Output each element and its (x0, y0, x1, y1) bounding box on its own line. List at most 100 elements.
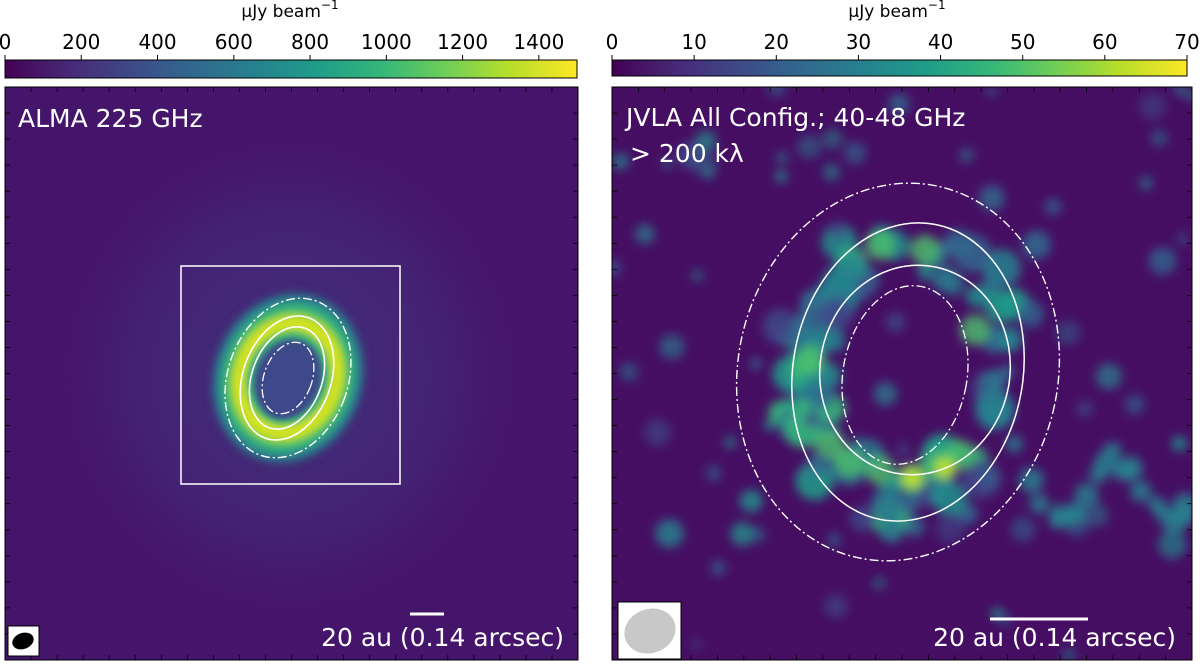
emission-blob (849, 436, 865, 452)
emission-blob (750, 527, 766, 543)
emission-blob (797, 135, 822, 159)
colorbar-tick-label: 40 (928, 30, 953, 54)
emission-blob (619, 362, 639, 382)
alma-colorbar: μJy beam−1 0 200 400 600 800 1000 1200 1400 (0, 0, 578, 79)
emission-blob (1129, 480, 1152, 503)
colorbar-tick-label: 1400 (513, 30, 564, 54)
emission-blob (872, 576, 886, 590)
emission-blob (978, 185, 1005, 212)
emission-blob (806, 453, 829, 475)
emission-blob (1074, 483, 1099, 508)
emission-blob (1103, 441, 1122, 461)
emission-blob (775, 151, 789, 165)
alma-mid-contour-inner (248, 325, 326, 431)
emission-blob (822, 163, 840, 181)
jvla-beam-ellipse-icon (624, 608, 676, 654)
emission-blob (1064, 502, 1087, 525)
alma-outer-contour (224, 297, 352, 459)
emission-blob (655, 519, 684, 548)
emission-blob (1016, 300, 1044, 328)
alma-cavity (256, 341, 320, 419)
emission-blob (710, 560, 727, 577)
emission-blob (659, 334, 685, 360)
emission-blob (807, 306, 831, 330)
jvla-colorbar: μJy beam−1 0 10 20 30 40 50 60 70 (606, 0, 1200, 77)
emission-blob (974, 389, 1015, 429)
colorbar-tick-label: 1000 (361, 30, 412, 54)
alma-mid-contour-outer (239, 315, 335, 441)
emission-blob (865, 230, 895, 260)
emission-blob (822, 128, 843, 150)
emission-blob (1018, 467, 1044, 494)
colorbar-tick-label: 1200 (437, 30, 488, 54)
colorbar-tick-label: 200 (62, 30, 100, 54)
colorbar-tick-label: 800 (291, 30, 329, 54)
emission-blob (634, 224, 655, 245)
emission-blob (811, 384, 836, 408)
colorbar-tick-label: 10 (681, 30, 706, 54)
emission-blob (1176, 233, 1189, 245)
emission-blob (838, 252, 865, 280)
emission-blob (1084, 503, 1109, 527)
jvla-emission-blobs (612, 87, 1192, 660)
emission-blob (1055, 320, 1080, 345)
colorbar-tick-label: 70 (1174, 30, 1199, 54)
emission-blob (888, 93, 910, 115)
emission-blob (865, 455, 895, 485)
emission-blob (902, 468, 922, 488)
alma-frame-ticks (5, 87, 578, 660)
colorbar-tick-label: 600 (215, 30, 253, 54)
emission-blob (917, 264, 934, 281)
emission-blob (1148, 247, 1177, 275)
emission-blob (1076, 400, 1093, 417)
colorbar-tick-label: 0 (606, 30, 619, 54)
emission-blob (1118, 455, 1144, 481)
emission-blob (824, 594, 848, 619)
emission-blob (691, 150, 719, 177)
emission-blob (612, 153, 629, 170)
emission-blob (849, 506, 876, 532)
emission-blob (885, 312, 906, 332)
emission-blob (1022, 230, 1051, 260)
emission-blob (984, 290, 1018, 324)
emission-blob (1139, 92, 1166, 120)
emission-blob (827, 533, 842, 547)
jvla-image (612, 87, 1192, 660)
colorbar-tick-label: 30 (846, 30, 871, 54)
emission-blob (844, 142, 866, 164)
jvla-colorbar-unit: μJy beam−1 (848, 0, 945, 22)
emission-blob (879, 518, 904, 543)
colorbar-tick-label: 400 (138, 30, 176, 54)
alma-inner-contour (261, 341, 315, 415)
emission-blob (795, 345, 825, 375)
emission-blob (762, 308, 799, 345)
emission-blob (899, 490, 921, 513)
alma-label: ALMA 225 GHz (18, 104, 203, 133)
jvla-mid-contour-inner (818, 264, 1012, 476)
alma-colorbar-unit: μJy beam−1 (241, 0, 338, 22)
jvla-label-line1: JVLA All Config.; 40-48 GHz (624, 103, 965, 132)
emission-blob (739, 489, 763, 513)
jvla-inner-contour (841, 285, 969, 465)
colorbar-tick-label: 60 (1092, 30, 1117, 54)
emission-blob (1124, 394, 1145, 415)
emission-blob (730, 522, 755, 546)
jvla-colorbar-ticks: 0 10 20 30 40 50 60 70 (606, 30, 1200, 60)
alma-scalebar-label: 20 au (0.14 arcsec) (321, 623, 564, 652)
emission-blob (835, 447, 865, 477)
emission-blob (1139, 176, 1153, 190)
emission-blob (1095, 363, 1122, 390)
emission-blob (939, 238, 957, 256)
emission-blob (1029, 494, 1049, 514)
alma-image (5, 87, 578, 660)
alma-colorbar-bar (4, 59, 578, 79)
emission-blob (1157, 530, 1187, 559)
emission-blob (644, 419, 671, 446)
emission-blob (896, 443, 910, 456)
emission-blob (1173, 87, 1186, 96)
alma-colorbar-ticks: 0 200 400 600 800 1000 1200 1400 (0, 30, 564, 60)
emission-blob (1172, 436, 1187, 452)
jvla-scalebar-label: 20 au (0.14 arcsec) (933, 623, 1176, 652)
jvla-background (612, 87, 1192, 660)
